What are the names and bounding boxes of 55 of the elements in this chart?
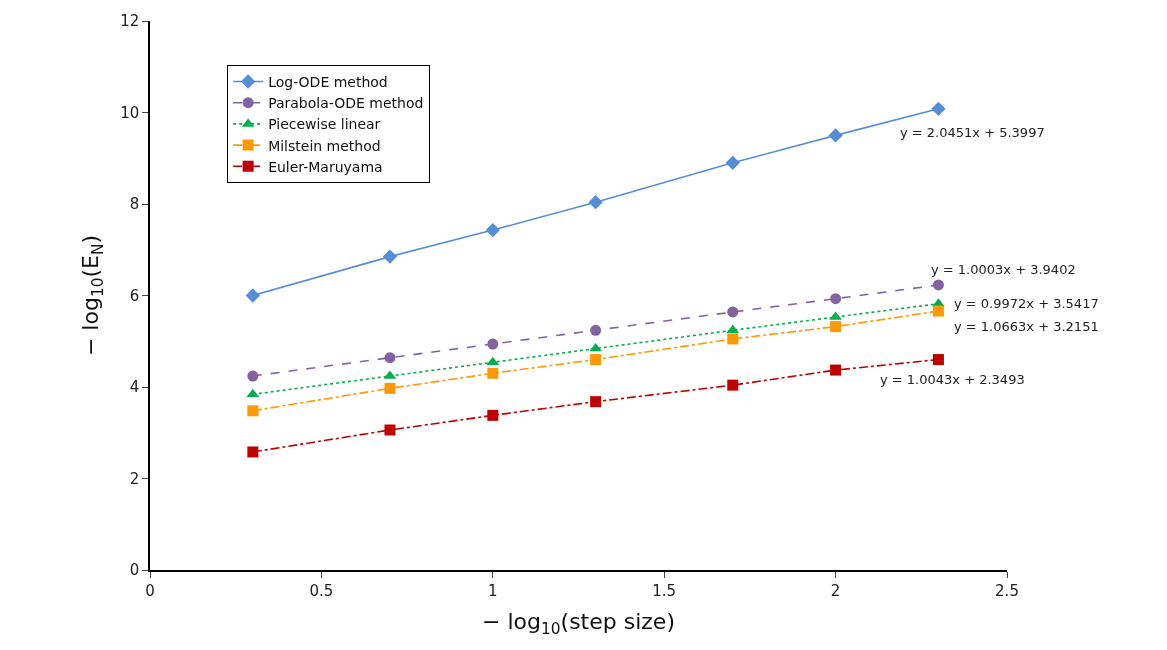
- point: [382, 249, 398, 264]
- point: [830, 364, 842, 376]
- point: [487, 367, 499, 379]
- point: [727, 379, 739, 391]
- point: [725, 155, 740, 170]
- point: [384, 424, 396, 436]
- y-tick-label: 8: [129, 195, 140, 214]
- legend-label: Log-ODE method: [268, 73, 388, 90]
- annotation: y = 0.9972x + 3.5417: [954, 296, 1099, 311]
- legend-label: Piecewise linear: [268, 116, 381, 133]
- y-tick-label: 6: [129, 286, 140, 305]
- legend-label: Parabola-ODE method: [268, 95, 424, 112]
- point: [590, 324, 602, 336]
- point: [830, 321, 842, 333]
- x-tick-label: 0.5: [309, 581, 334, 600]
- annotation: y = 1.0003x + 3.9402: [931, 262, 1076, 277]
- point: [932, 305, 944, 317]
- x-tick-label: 0: [145, 581, 155, 600]
- point: [246, 388, 260, 398]
- point: [828, 128, 843, 143]
- point: [245, 288, 260, 303]
- legend-label: Milstein method: [268, 137, 381, 154]
- x-tick-label: 1: [488, 581, 498, 600]
- y-tick-label: 2: [129, 469, 140, 488]
- legend-label: Euler-Maruyama: [268, 158, 383, 175]
- point: [485, 222, 500, 238]
- y-tick-label: 10: [120, 103, 140, 122]
- y-tick-label: 4: [129, 378, 140, 397]
- point: [726, 324, 740, 334]
- x-tick-label: 2.5: [995, 581, 1019, 600]
- point: [247, 446, 259, 458]
- annotation: y = 1.0663x + 3.2151: [954, 319, 1099, 334]
- point: [247, 370, 259, 382]
- point: [487, 338, 499, 350]
- x-tick-label: 1.5: [652, 581, 677, 600]
- point: [932, 279, 944, 291]
- point: [830, 293, 842, 305]
- point: [247, 405, 259, 417]
- annotation: y = 1.0043x + 2.3493: [880, 372, 1025, 387]
- point: [727, 333, 739, 345]
- x-tick-label: 2: [830, 581, 841, 600]
- annotation: y = 2.0451x + 5.3997: [900, 125, 1045, 140]
- point: [590, 396, 602, 408]
- point: [486, 356, 500, 366]
- point: [487, 409, 499, 421]
- point: [588, 195, 603, 210]
- point: [384, 382, 396, 394]
- y-tick-label: 0: [129, 561, 140, 580]
- point: [384, 352, 396, 364]
- point: [931, 101, 946, 116]
- x-axis-title: − log$_{10}$(step size): [482, 609, 675, 638]
- y-tick-label: 12: [120, 12, 140, 31]
- point: [590, 354, 602, 366]
- point: [932, 354, 944, 366]
- point: [727, 306, 739, 318]
